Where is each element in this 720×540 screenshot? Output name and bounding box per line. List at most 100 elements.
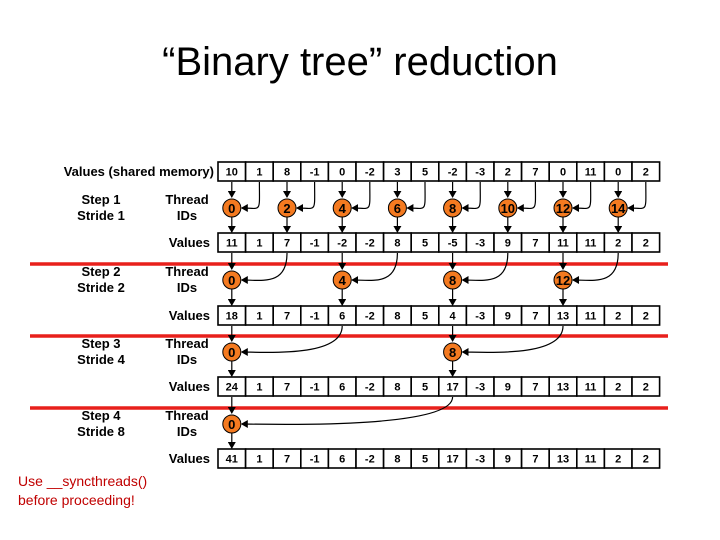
value-text: 5: [422, 238, 428, 250]
value-text: -2: [337, 238, 347, 250]
value-text: 9: [505, 454, 511, 466]
value-text: -2: [365, 167, 375, 179]
arrow-partner: [627, 181, 647, 213]
thread-label: Thread: [165, 336, 208, 351]
value-text: -1: [310, 454, 320, 466]
thread-circle: [332, 270, 352, 290]
thread-node: 2: [277, 198, 297, 218]
value-text: -2: [365, 454, 375, 466]
stride-label: Stride 1: [77, 208, 125, 223]
value-text: 13: [557, 382, 569, 394]
value-text: 1: [256, 311, 262, 323]
values-row-step-4: 41 1 7 -1 6 -2 8 5 17 -3 9 7 13 11 2 2: [217, 448, 661, 469]
value-text: 5: [422, 311, 428, 323]
thread-node: 0: [222, 342, 242, 362]
value-text: -5: [448, 238, 458, 250]
thread-id-text: 8: [449, 273, 456, 288]
value-text: 24: [226, 382, 239, 394]
value-cell: [631, 161, 661, 182]
value-text: -1: [310, 167, 320, 179]
thread-label: Thread: [165, 264, 208, 279]
value-text: 2: [615, 382, 621, 394]
value-text: 9: [505, 311, 511, 323]
thread-node: 0: [222, 270, 242, 290]
thread-id-text: 8: [449, 345, 456, 360]
thread-label: Thread: [165, 192, 208, 207]
thread-id-text: 0: [228, 273, 235, 288]
ids-label: IDs: [177, 424, 197, 439]
thread-circle: [277, 198, 297, 218]
step-label: Step 2: [81, 264, 120, 279]
ids-label: IDs: [177, 352, 197, 367]
thread-node: 10: [498, 198, 518, 218]
value-text: 8: [394, 382, 400, 394]
note-line-2: before proceeding!: [18, 492, 135, 508]
thread-circle: [332, 198, 352, 218]
values-row-step-2: 18 1 7 -1 6 -2 8 5 4 -3 9 7 13 11 2 2: [217, 305, 661, 326]
value-text: 2: [643, 238, 649, 250]
value-text: 6: [339, 454, 345, 466]
stride-label: Stride 8: [77, 424, 125, 439]
value-text: -3: [475, 311, 485, 323]
value-text: 9: [505, 238, 511, 250]
thread-circle: [443, 270, 463, 290]
thread-node: 4: [332, 270, 352, 290]
thread-id-text: 4: [339, 201, 347, 216]
value-text: 7: [532, 382, 538, 394]
values-label: Values: [169, 308, 210, 323]
thread-node: 14: [608, 198, 628, 218]
value-cell: [631, 305, 661, 326]
arrow-partner: [572, 181, 592, 213]
value-text: 0: [560, 167, 566, 179]
arrow-partner: [572, 252, 619, 285]
arrow-partner: [406, 181, 426, 213]
values-row-initial: 10 1 8 -1 0 -2 3 5 -2 -3 2 7 0 11 0 2: [217, 161, 661, 182]
value-text: 5: [422, 382, 428, 394]
value-text: 17: [446, 382, 458, 394]
thread-node: 12: [553, 270, 573, 290]
arrow-partner: [240, 325, 343, 357]
step-label: Step 3: [81, 336, 120, 351]
value-text: 7: [532, 167, 538, 179]
values-row-step-3: 24 1 7 -1 6 -2 8 5 17 -3 9 7 13 11 2 2: [217, 376, 661, 397]
thread-circle: [608, 198, 628, 218]
value-text: 6: [339, 382, 345, 394]
value-text: 7: [284, 311, 290, 323]
arrow-partner: [461, 252, 509, 285]
value-text: 0: [615, 167, 621, 179]
value-text: 11: [585, 238, 597, 250]
arrow-partner: [296, 181, 316, 213]
thread-node: 8: [443, 198, 463, 218]
thread-label: Thread: [165, 408, 208, 423]
thread-node: 4: [332, 198, 352, 218]
value-text: 5: [422, 454, 428, 466]
thread-node: 8: [443, 270, 463, 290]
thread-id-text: 12: [556, 273, 570, 288]
ids-label: IDs: [177, 208, 197, 223]
thread-node: 0: [222, 198, 242, 218]
value-text: 2: [643, 167, 649, 179]
values-label: Values: [169, 235, 210, 250]
value-text: 2: [643, 382, 649, 394]
arrow-partner: [240, 181, 261, 213]
value-text: 2: [505, 167, 511, 179]
thread-id-text: 0: [228, 417, 235, 432]
thread-circle: [553, 270, 573, 290]
thread-id-text: 2: [283, 201, 290, 216]
value-text: 8: [284, 167, 290, 179]
value-text: 8: [394, 238, 400, 250]
ids-label: IDs: [177, 280, 197, 295]
arrow-partner: [461, 325, 564, 357]
note-line-1: Use __syncthreads(): [18, 473, 148, 489]
value-text: -1: [310, 311, 320, 323]
value-cell: [631, 376, 661, 397]
value-text: 7: [532, 311, 538, 323]
value-text: 11: [557, 238, 569, 250]
step-label: Step 4: [81, 408, 121, 423]
value-text: 1: [256, 382, 262, 394]
value-text: 8: [394, 454, 400, 466]
values-row-step-1: 11 1 7 -1 -2 -2 8 5 -5 -3 9 7 11 11 2 2: [217, 232, 661, 253]
value-text: 3: [394, 167, 400, 179]
value-text: 10: [226, 167, 238, 179]
